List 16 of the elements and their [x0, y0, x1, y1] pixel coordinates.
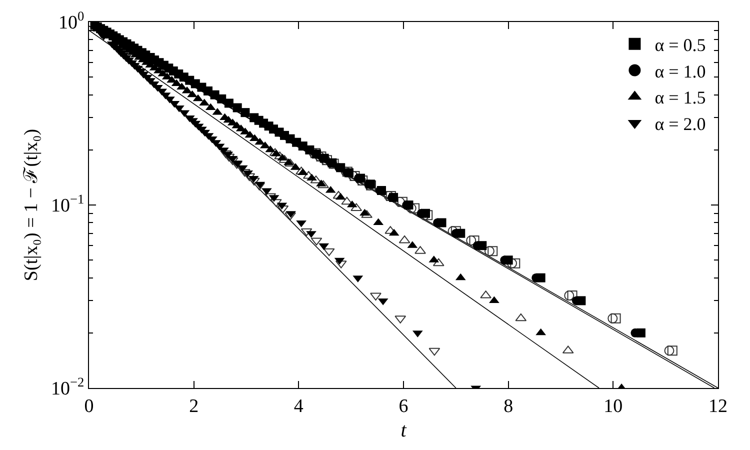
- x-tick-label: 0: [84, 396, 94, 417]
- legend-label: α = 0.5: [654, 34, 706, 55]
- x-tick-label: 6: [398, 396, 408, 417]
- legend-label: α = 1.5: [654, 88, 706, 108]
- y-tick-label: 10$^{−2}$: [51, 374, 84, 400]
- x-axis-title: t: [400, 419, 407, 442]
- x-tick-label: 10: [604, 396, 623, 417]
- legend-label: α = 2.0: [654, 114, 706, 134]
- y-tick-label: 10$^{−1}$: [51, 192, 84, 217]
- y-axis-title: S(t|x₀) = 1 − ℱ(t|x₀): [20, 128, 42, 282]
- y-tick-label: 10$^{0}$: [58, 8, 85, 34]
- x-tick-label: 8: [504, 396, 514, 417]
- x-tick-label: 4: [294, 396, 304, 417]
- x-tick-label: 2: [189, 396, 199, 417]
- x-tick-label: 12: [708, 396, 728, 417]
- legend-label: α = 1.0: [654, 61, 706, 82]
